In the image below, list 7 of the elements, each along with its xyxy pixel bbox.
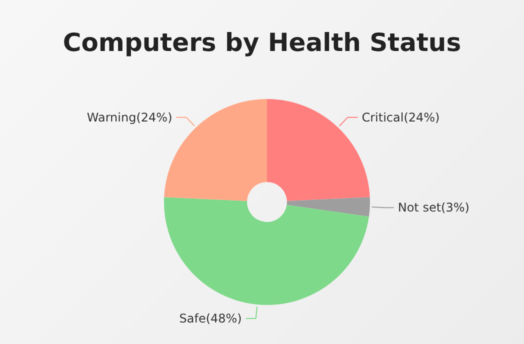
chart-title: Computers by Health Status xyxy=(62,28,462,57)
slice-label: Safe(48%) xyxy=(179,311,242,326)
donut-slice xyxy=(286,197,370,217)
slice-label: Not set(3%) xyxy=(398,200,470,215)
donut-slice xyxy=(164,197,369,305)
slice-label: Warning(24%) xyxy=(86,110,172,124)
slice-label: Critical(24%) xyxy=(362,110,440,124)
